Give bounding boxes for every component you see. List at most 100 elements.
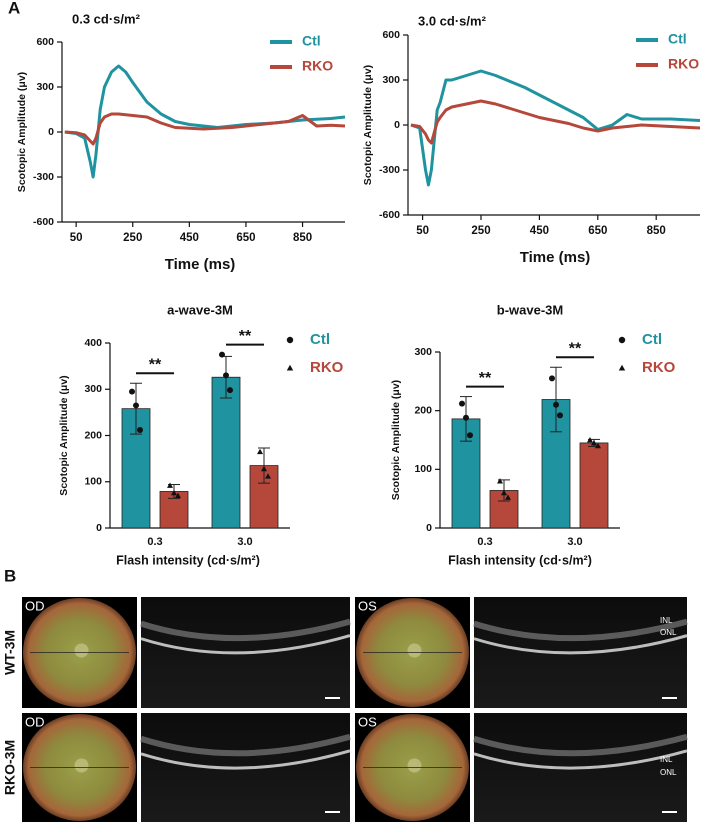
x-axis-label: Flash intensity (cd·s/m²) bbox=[116, 553, 260, 567]
data-point bbox=[223, 372, 229, 379]
y-tick-label: -300 bbox=[33, 171, 54, 183]
eye-label: OD bbox=[25, 714, 45, 729]
data-point bbox=[171, 489, 177, 496]
data-point bbox=[501, 489, 507, 496]
x-tick-label: 3.0 bbox=[567, 536, 582, 548]
panel-b: WT-3M OD OS INL ONL RKO-3M OD OS INL ONL bbox=[2, 597, 688, 822]
chart-title: b-wave-3M bbox=[497, 302, 563, 317]
retina-band bbox=[473, 733, 688, 757]
data-point bbox=[133, 402, 139, 409]
optic-disc bbox=[74, 643, 89, 658]
data-point bbox=[505, 494, 511, 500]
y-tick-label: 0 bbox=[96, 522, 102, 534]
data-point bbox=[167, 482, 173, 488]
data-point bbox=[591, 439, 597, 446]
line-series bbox=[410, 69, 701, 187]
y-axis-label: Scotopic Amplitude (μv) bbox=[16, 72, 28, 192]
line-series bbox=[64, 64, 346, 179]
data-point bbox=[618, 364, 626, 371]
retina-band bbox=[140, 618, 351, 642]
significance-label: ** bbox=[569, 340, 582, 357]
x-axis-label: Flash intensity (cd·s/m²) bbox=[448, 553, 592, 567]
significance-label: ** bbox=[239, 328, 252, 345]
x-tick-label: 450 bbox=[180, 232, 199, 244]
eye-label: OS bbox=[358, 598, 377, 613]
y-tick-label: -300 bbox=[379, 164, 400, 176]
optic-disc bbox=[407, 643, 422, 658]
data-point bbox=[549, 375, 555, 382]
significance-label: ** bbox=[479, 370, 492, 387]
data-point bbox=[467, 432, 473, 439]
data-point bbox=[618, 336, 626, 344]
y-tick-label: 600 bbox=[36, 36, 54, 48]
x-tick-label: 0.3 bbox=[477, 536, 492, 548]
x-tick-label: 0.3 bbox=[147, 536, 162, 548]
x-tick-label: 50 bbox=[416, 225, 429, 237]
x-tick-label: 50 bbox=[70, 232, 83, 244]
x-axis-label: Time (ms) bbox=[520, 249, 591, 266]
line-series bbox=[410, 99, 701, 145]
optic-disc bbox=[74, 758, 89, 773]
y-axis-label: Scotopic Amplitude (μv) bbox=[58, 375, 70, 495]
eye-label: OD bbox=[25, 598, 45, 613]
bar bbox=[211, 376, 241, 529]
layer-label: INL bbox=[660, 616, 673, 625]
y-tick-label: 300 bbox=[382, 74, 400, 86]
data-point bbox=[497, 478, 503, 484]
y-tick-label: 0 bbox=[394, 119, 400, 131]
x-tick-label: 450 bbox=[530, 225, 549, 237]
legend-label: Ctl bbox=[668, 31, 687, 47]
y-tick-label: 200 bbox=[414, 404, 432, 416]
retina-band bbox=[473, 749, 688, 770]
x-tick-label: 650 bbox=[588, 225, 607, 237]
eye-label: OS bbox=[358, 714, 377, 729]
legend-label: RKO bbox=[302, 58, 333, 74]
y-axis-label: Scotopic Amplitude (μv) bbox=[390, 380, 402, 500]
y-tick-label: 100 bbox=[414, 463, 432, 475]
layer-label: ONL bbox=[660, 768, 677, 777]
y-tick-label: 300 bbox=[84, 383, 102, 395]
row-label: RKO-3M bbox=[2, 740, 18, 795]
chart-title: 0.3 cd·s/m² bbox=[72, 11, 141, 26]
row-label: WT-3M bbox=[2, 630, 18, 675]
data-point bbox=[261, 465, 267, 472]
y-tick-label: 200 bbox=[84, 429, 102, 441]
data-point bbox=[595, 442, 601, 449]
retina-band bbox=[473, 618, 688, 642]
data-point bbox=[129, 388, 135, 395]
y-tick-label: 100 bbox=[84, 476, 102, 488]
x-tick-label: 250 bbox=[123, 232, 142, 244]
legend-label: Ctl bbox=[310, 331, 330, 348]
data-point bbox=[553, 401, 559, 408]
y-tick-label: -600 bbox=[33, 216, 54, 228]
data-point bbox=[286, 364, 294, 371]
y-tick-label: 600 bbox=[382, 29, 400, 41]
legend-label: Ctl bbox=[302, 33, 321, 49]
chart-title: 3.0 cd·s/m² bbox=[418, 13, 487, 28]
x-axis-label: Time (ms) bbox=[165, 256, 236, 273]
data-point bbox=[286, 336, 294, 344]
legend-label: RKO bbox=[668, 56, 699, 72]
data-point bbox=[257, 448, 263, 455]
layer-label: INL bbox=[660, 755, 673, 764]
optic-disc bbox=[407, 758, 422, 773]
data-point bbox=[219, 351, 225, 358]
legend-label: RKO bbox=[310, 359, 344, 376]
x-tick-label: 850 bbox=[293, 232, 312, 244]
y-tick-label: -600 bbox=[379, 209, 400, 221]
significance-label: ** bbox=[149, 356, 162, 373]
x-tick-label: 3.0 bbox=[237, 536, 252, 548]
retina-band bbox=[140, 749, 351, 770]
y-tick-label: 400 bbox=[84, 337, 102, 349]
layer-label: ONL bbox=[660, 628, 677, 637]
y-tick-label: 0 bbox=[48, 126, 54, 138]
data-point bbox=[463, 414, 469, 421]
retina-band bbox=[140, 634, 351, 655]
data-point bbox=[557, 412, 563, 419]
retina-band bbox=[140, 733, 351, 757]
y-axis-label: Scotopic Amplitude (μv) bbox=[362, 65, 374, 185]
legend-label: RKO bbox=[642, 359, 676, 376]
data-point bbox=[175, 492, 181, 499]
y-tick-label: 300 bbox=[36, 81, 54, 93]
